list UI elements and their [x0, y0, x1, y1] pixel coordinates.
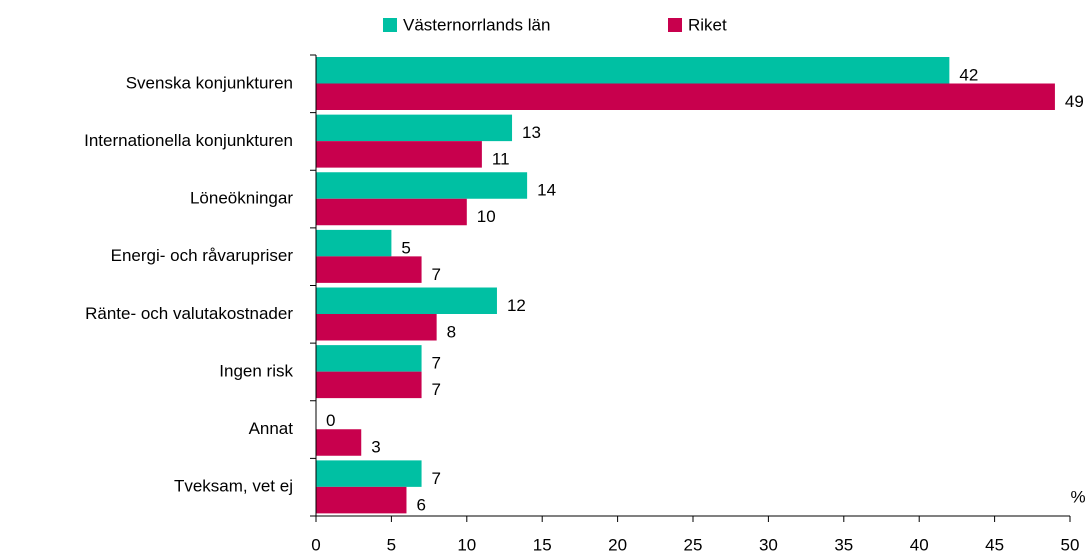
data-label: 5 [401, 238, 410, 257]
y-tick-label: Ränte- och valutakostnader [85, 304, 293, 323]
x-tick-label: 10 [457, 535, 476, 554]
data-label: 7 [432, 380, 441, 399]
bar [316, 371, 422, 399]
data-label: 7 [432, 265, 441, 284]
x-tick-label: 45 [985, 535, 1004, 554]
x-tick-label: 5 [387, 535, 396, 554]
x-tick-label: 25 [684, 535, 703, 554]
data-label: 8 [447, 322, 456, 341]
bar [316, 83, 1055, 110]
bar [316, 486, 407, 514]
x-tick-label: 20 [608, 535, 627, 554]
data-label: 12 [507, 296, 526, 315]
data-label: 6 [416, 495, 425, 514]
y-tick-label: Internationella konjunkturen [84, 131, 293, 150]
bar [316, 114, 513, 142]
bar [316, 429, 362, 456]
legend-label: Västernorrlands län [403, 15, 550, 34]
bar [316, 287, 497, 314]
bar [316, 345, 422, 372]
legend-swatch [383, 18, 397, 32]
x-axis-unit: % [1070, 487, 1085, 506]
bar [316, 57, 950, 84]
y-tick-label: Tveksam, vet ej [174, 477, 293, 496]
legend-swatch [668, 18, 682, 32]
data-label: 3 [371, 438, 380, 457]
data-label: 13 [522, 123, 541, 142]
data-label: 14 [537, 181, 556, 200]
bar [316, 172, 528, 199]
data-label: 0 [326, 411, 335, 430]
x-tick-label: 15 [533, 535, 552, 554]
data-label: 10 [477, 207, 496, 226]
y-tick-label: Annat [249, 419, 294, 438]
x-tick-label: 0 [311, 535, 320, 554]
bar [316, 141, 482, 168]
legend-label: Riket [688, 15, 727, 34]
x-tick-label: 35 [834, 535, 853, 554]
data-label: 11 [492, 150, 510, 169]
bar [316, 229, 392, 257]
bar [316, 460, 422, 487]
bar [316, 314, 437, 341]
y-tick-label: Energi- och råvarupriser [111, 246, 294, 265]
bar [316, 198, 467, 226]
data-label: 7 [432, 469, 441, 488]
x-tick-label: 30 [759, 535, 778, 554]
y-tick-label: Ingen risk [219, 361, 293, 380]
x-tick-label: 50 [1061, 535, 1080, 554]
bar [316, 256, 422, 283]
x-tick-label: 40 [910, 535, 929, 554]
data-label: 49 [1065, 92, 1084, 111]
data-label: 42 [959, 65, 978, 84]
y-tick-label: Löneökningar [190, 189, 293, 208]
y-tick-label: Svenska konjunkturen [126, 73, 293, 92]
data-label: 7 [432, 354, 441, 373]
